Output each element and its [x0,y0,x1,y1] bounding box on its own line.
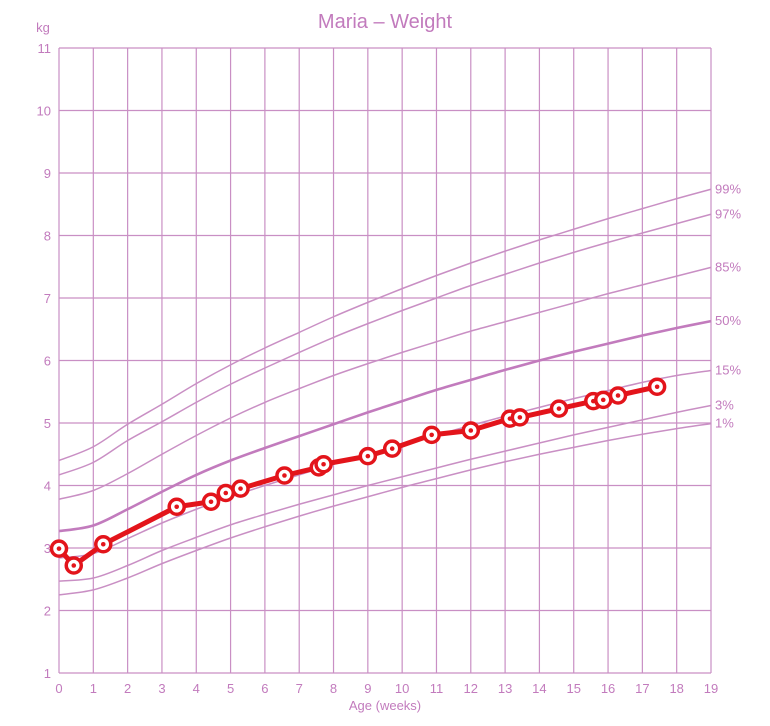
measurement-point-dot [174,504,180,510]
measurement-point-dot [654,384,660,390]
measurement-point-dot [389,446,395,451]
percentile-curve-99 [58,188,712,462]
x-tick-label-3: 3 [158,681,165,696]
measurement-point-dot [517,415,523,420]
chart-title: Maria – Weight [318,11,453,33]
x-tick-label-5: 5 [227,681,234,696]
measurement-point [314,455,333,474]
x-tick-label-19: 19 [704,681,718,696]
measurement-point-dot [56,546,62,551]
measurement-point [358,446,378,466]
measurement-point-dot [282,473,287,478]
y-tick-label-7: 7 [44,291,51,306]
x-tick-label-12: 12 [464,681,478,696]
measurement-point [231,479,250,498]
percentile-label-97: 97% [715,206,741,221]
measurement-point [167,497,186,516]
y-tick-label-2: 2 [44,604,51,619]
measurement-point [422,425,441,445]
y-axis-unit-label: kg [36,20,50,35]
percentile-label-3: 3% [715,398,734,413]
percentile-curve-1 [58,422,712,596]
measurement-point [510,408,530,427]
x-tick-label-1: 1 [90,681,97,696]
measurement-point-dot [429,432,434,438]
measurement-point-dot [615,393,621,398]
y-tick-label-4: 4 [44,479,51,494]
measurement-point-dot [321,461,326,467]
measurement-point-dot [238,486,243,491]
measurement-point [94,535,113,554]
y-tick-label-9: 9 [44,166,51,181]
measurement-point-dot [600,397,606,403]
measurement-point [64,556,84,575]
x-axis-label: Age (weeks) [349,698,421,713]
measurement-point [216,483,236,503]
percentile-curve-50 [58,319,712,533]
percentile-label-15: 15% [715,363,741,378]
measurement-point [647,377,667,396]
x-tick-label-2: 2 [124,681,131,696]
percentile-labels: 99% 97% 85% 50% 15% 3% 1% [715,181,741,430]
x-tick-label-4: 4 [193,681,200,696]
measurement-point [608,386,628,405]
y-tick-label-10: 10 [37,104,51,119]
x-tick-label-10: 10 [395,681,409,696]
y-tick-label-11: 11 [38,41,52,56]
measurement-point-dot [556,406,562,411]
measurement-point [49,539,69,558]
x-tick-label-16: 16 [601,681,615,696]
y-tick-label-3: 3 [44,541,51,556]
x-tick-label-15: 15 [567,681,581,696]
y-tick-label-6: 6 [44,354,51,369]
y-tick-label-8: 8 [44,229,51,244]
percentile-curve-97 [58,213,712,476]
measurement-point-dot [365,453,371,459]
percentile-label-50: 50% [715,313,741,328]
x-tick-label-13: 13 [498,681,512,696]
x-tick-label-7: 7 [296,681,303,696]
x-tick-label-9: 9 [364,681,371,696]
percentile-curves [58,188,712,596]
x-tick-label-6: 6 [261,681,268,696]
measurement-point [382,439,402,458]
y-tick-label-5: 5 [44,416,51,431]
percentile-label-1: 1% [715,416,734,431]
measurement-point [201,492,221,511]
percentile-curve-3 [58,404,712,582]
x-tick-label-0: 0 [55,681,62,696]
x-tick-label-11: 11 [430,681,444,696]
x-tick-label-17: 17 [635,681,649,696]
x-tick-label-8: 8 [330,681,337,696]
measurement-point-dot [100,541,106,547]
measurement-point [593,390,613,410]
measurement-point-dot [223,490,229,496]
tick-labels: 0 1 2 3 4 5 6 7 8 9 10 11 12 13 14 15 16 17 18 191234567891… [37,41,719,696]
percentile-curve-85 [58,266,712,500]
measurement-point-dot [208,499,214,505]
x-tick-label-14: 14 [532,681,546,696]
measurement-point [549,399,569,418]
measurement-point [461,421,481,440]
x-tick-label-18: 18 [669,681,683,696]
measurement-point [275,466,294,485]
grid-lines [58,47,712,674]
y-tick-label-1: 1 [44,666,51,681]
percentile-label-99: 99% [715,181,741,196]
measurement-point-dot [468,428,474,433]
percentile-label-85: 85% [715,259,741,274]
measurement-point-dot [71,563,77,568]
measurement-line [56,384,660,568]
measurement-series [49,377,667,575]
